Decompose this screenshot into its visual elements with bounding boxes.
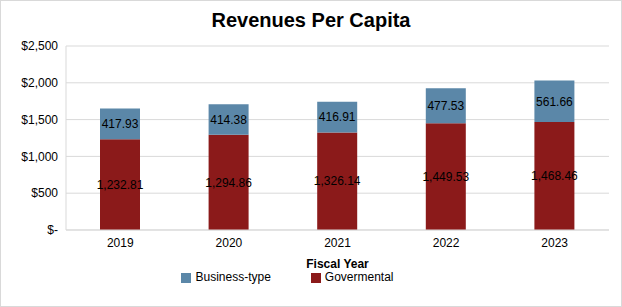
html-text:Business-type: Business-type: [195, 270, 271, 284]
svg-text:417.93: 417.93: [102, 117, 139, 131]
svg-text:414.38: 414.38: [210, 113, 247, 127]
svg-text:$2,000: $2,000: [21, 76, 58, 90]
svg-text:$-: $-: [47, 223, 58, 237]
svg-text:1,232.81: 1,232.81: [97, 178, 144, 192]
svg-text:2023: 2023: [541, 236, 568, 250]
svg-text:$1,000: $1,000: [21, 150, 58, 164]
svg-text:1,326.14: 1,326.14: [314, 174, 361, 188]
svg-text:$2,500: $2,500: [21, 39, 58, 53]
svg-text:2020: 2020: [216, 236, 243, 250]
svg-text:2021: 2021: [324, 236, 351, 250]
svg-text:$500: $500: [31, 186, 58, 200]
svg-text:$1,500: $1,500: [21, 113, 58, 127]
html-text:Govermental: Govermental: [324, 270, 394, 284]
svg-text:416.91: 416.91: [319, 110, 356, 124]
svg-text:2019: 2019: [107, 236, 134, 250]
svg-text:2022: 2022: [433, 236, 460, 250]
svg-text:561.66: 561.66: [536, 95, 573, 109]
svg-text:1,468.46: 1,468.46: [531, 169, 578, 183]
svg-text:1,449.53: 1,449.53: [422, 170, 469, 184]
svg-text:Fiscal Year: Fiscal Year: [306, 257, 369, 271]
html-text:Revenues Per Capita: Revenues Per Capita: [211, 9, 411, 31]
svg-text:1,294.86: 1,294.86: [205, 176, 252, 190]
svg-text:477.53: 477.53: [427, 99, 464, 113]
